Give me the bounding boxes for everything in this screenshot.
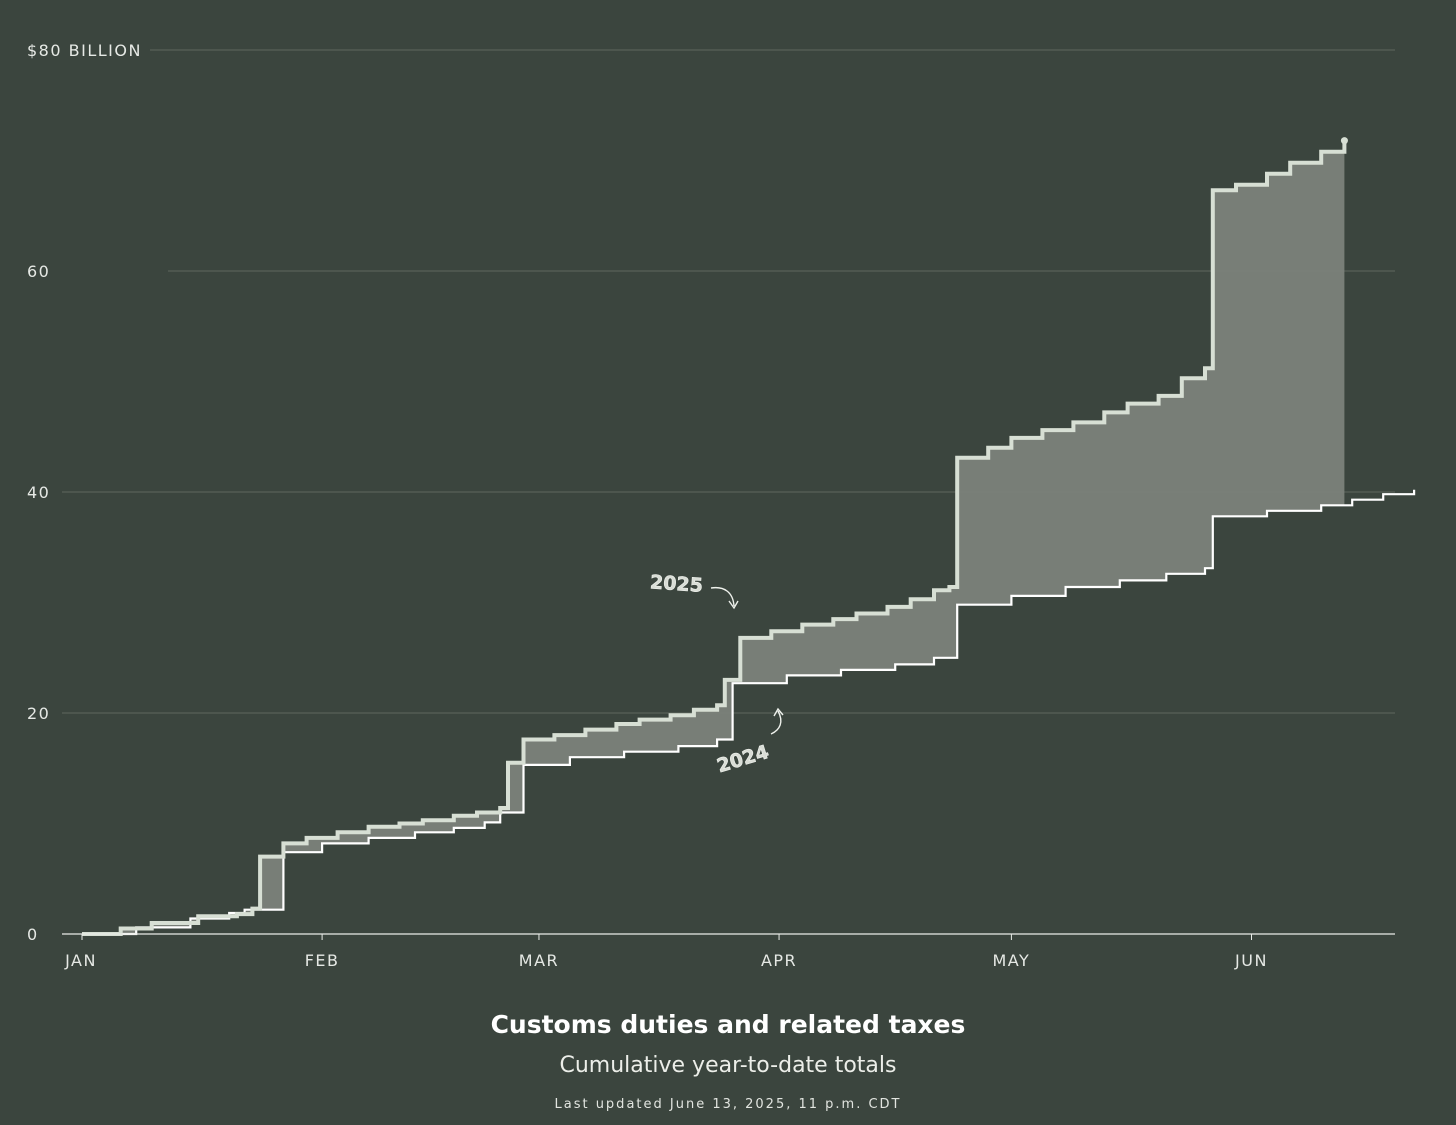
x-tick-label: APR [761, 951, 797, 970]
y-tick-label: 40 [27, 483, 50, 502]
x-tick-label: FEB [305, 951, 340, 970]
y-tick-label: 60 [27, 262, 50, 281]
arrow-2024 [770, 710, 782, 735]
series-end-dot-2025 [1340, 137, 1348, 145]
fill-between-series [82, 140, 1345, 935]
shaded-band [82, 140, 1345, 935]
series-label-2025: 2025 [649, 571, 703, 597]
arrowhead-2025 [728, 600, 739, 610]
chart-subtitle: Cumulative year-to-date totals [559, 1053, 897, 1078]
x-tick-label: MAR [519, 951, 559, 970]
series-label-2024: 2024 [714, 741, 771, 778]
y-tick-label: 0 [27, 925, 39, 944]
arrowhead-2024 [773, 707, 784, 717]
y-tick-label: $80 BILLION [27, 41, 142, 60]
arrow-2025 [710, 586, 735, 607]
x-tick-label: JAN [64, 951, 97, 970]
x-tick-label: JUN [1234, 951, 1268, 970]
x-tick-label: MAY [993, 951, 1031, 970]
y-tick-label: 20 [27, 704, 50, 723]
chart-plot: 0 20 40 60 $80 BILLION JAN FEB MAR APR MAY JUN 202… [27, 41, 1416, 970]
series-line-2024 [82, 489, 1416, 936]
chart-title: Customs duties and related taxes [490, 1010, 966, 1039]
series-lines [82, 137, 1416, 936]
series-line-2025 [82, 140, 1347, 936]
axes: 0 20 40 60 $80 BILLION JAN FEB MAR APR MAY JUN [27, 41, 1395, 970]
last-updated-note: Last updated June 13, 2025, 11 p.m. CDT [554, 1097, 902, 1112]
